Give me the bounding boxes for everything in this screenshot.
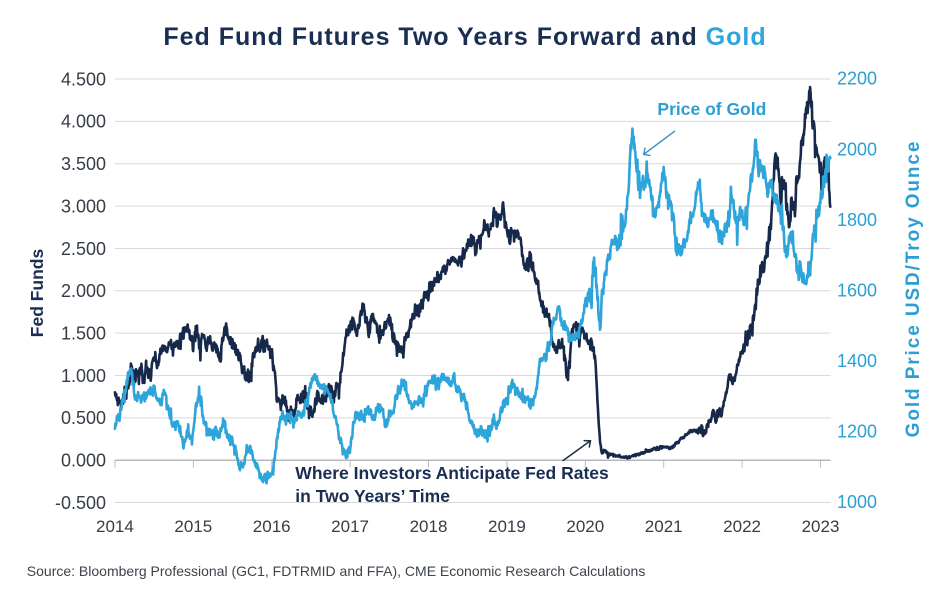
svg-text:2017: 2017 <box>331 517 369 536</box>
svg-text:4.000: 4.000 <box>61 112 106 132</box>
svg-text:1600: 1600 <box>837 281 877 301</box>
svg-text:2015: 2015 <box>174 517 212 536</box>
svg-text:2022: 2022 <box>723 517 761 536</box>
svg-text:2016: 2016 <box>253 517 291 536</box>
svg-text:-0.500: -0.500 <box>55 493 106 513</box>
svg-text:2018: 2018 <box>410 517 448 536</box>
svg-text:Fed Funds: Fed Funds <box>27 249 47 338</box>
svg-text:2021: 2021 <box>645 517 683 536</box>
svg-text:2000: 2000 <box>837 139 877 159</box>
svg-text:1000: 1000 <box>837 492 877 512</box>
svg-text:Fed Fund Futures Two Years For: Fed Fund Futures Two Years Forward and G… <box>163 23 766 51</box>
svg-text:Price of Gold: Price of Gold <box>657 99 766 119</box>
svg-text:Source: Bloomberg Professional: Source: Bloomberg Professional (GC1, FDT… <box>27 563 646 579</box>
svg-text:2.000: 2.000 <box>61 281 106 301</box>
svg-text:0.000: 0.000 <box>61 451 106 471</box>
svg-text:2.500: 2.500 <box>61 239 106 259</box>
svg-text:2023: 2023 <box>802 517 840 536</box>
svg-text:1400: 1400 <box>837 351 877 371</box>
svg-text:2019: 2019 <box>488 517 526 536</box>
svg-text:3.500: 3.500 <box>61 154 106 174</box>
svg-text:Where Investors Anticipate Fed: Where Investors Anticipate Fed Rates <box>295 463 609 483</box>
svg-text:1200: 1200 <box>837 422 877 442</box>
svg-text:2014: 2014 <box>96 517 134 536</box>
svg-text:0.500: 0.500 <box>61 408 106 428</box>
svg-text:2200: 2200 <box>837 69 877 89</box>
svg-text:1.000: 1.000 <box>61 366 106 386</box>
svg-text:3.000: 3.000 <box>61 196 106 216</box>
svg-text:1.500: 1.500 <box>61 323 106 343</box>
svg-text:in Two Years’ Time: in Two Years’ Time <box>295 486 450 506</box>
svg-text:2020: 2020 <box>566 517 604 536</box>
svg-text:Gold Price USD/Troy Ounce: Gold Price USD/Troy Ounce <box>903 140 924 438</box>
svg-text:4.500: 4.500 <box>61 69 106 89</box>
svg-text:1800: 1800 <box>837 210 877 230</box>
